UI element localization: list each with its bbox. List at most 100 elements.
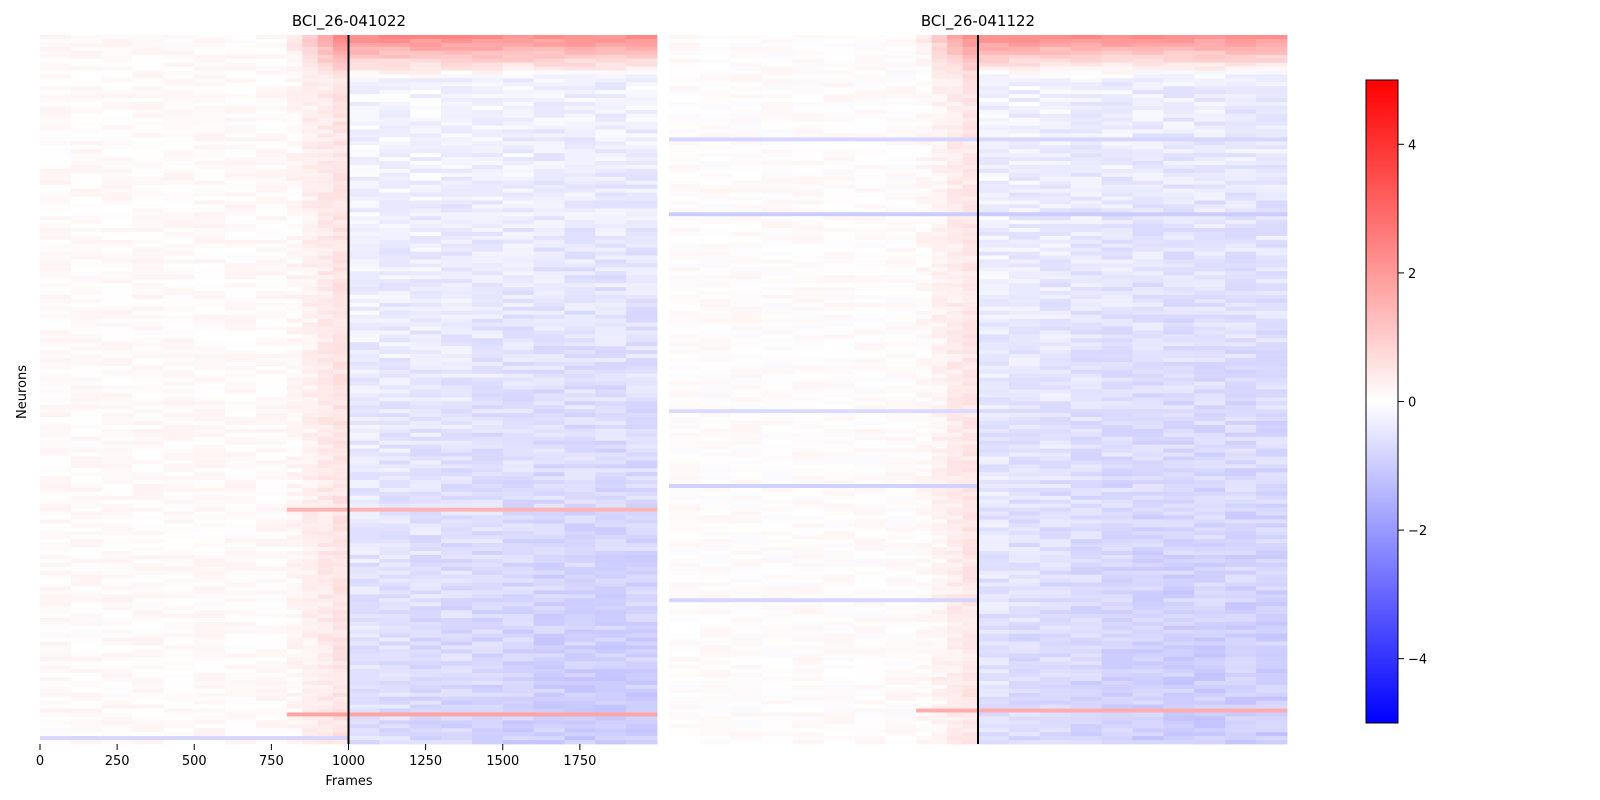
heatmap-cell [410,168,442,174]
heatmap-cell [194,574,226,579]
heatmap-cell [348,421,380,426]
heatmap-cell [441,161,473,166]
heatmap-cell [225,70,257,75]
heatmap-cell [471,389,504,394]
heatmap-cell [533,172,565,178]
heatmap-cell [823,188,855,193]
heatmap-cell [699,58,732,63]
heatmap-cell [533,354,565,359]
heatmap-cell [1070,125,1102,130]
heatmap-cell [533,421,565,426]
heatmap-cell [317,484,334,489]
heatmap-cell [101,641,133,646]
heatmap-cell [502,294,534,300]
heatmap-cell [962,109,979,115]
heatmap-cell [255,251,288,256]
heatmap-cell [255,641,288,646]
heatmap-cell [317,531,334,536]
heatmap-cell [533,283,565,288]
heatmap-cell [132,535,164,540]
heatmap-cell [286,696,303,702]
heatmap-cell [1039,125,1072,130]
heatmap-cell [225,708,257,713]
heatmap-cell [441,35,473,40]
heatmap-cell [379,389,411,394]
heatmap-cell [286,125,303,130]
heatmap-cell [1101,149,1133,154]
heatmap-cell [255,562,288,568]
heatmap-cell [626,543,658,548]
heatmap-cell [40,172,72,178]
heatmap-cell [1256,208,1288,213]
heatmap-cell [302,204,319,209]
heatmap-cell [379,212,411,217]
heatmap-cell [595,582,627,587]
heatmap-cell [132,322,164,327]
heatmap-cell [1101,35,1133,40]
heatmap-cell [410,121,442,126]
heatmap-cell [70,176,103,182]
heatmap-cell [410,54,442,60]
heatmap-cell [333,543,349,548]
heatmap-cell [595,70,627,75]
heatmap-cell [163,216,195,221]
heatmap-cell [1256,101,1288,107]
heatmap-cell [533,684,565,690]
heatmap-cell [317,70,334,75]
heatmap-cell [947,157,963,162]
heatmap-cell [70,464,103,469]
heatmap-cell [348,590,380,595]
heatmap-cell [302,736,319,741]
heatmap-cell [626,86,658,91]
heatmap-cell [854,188,886,193]
heatmap-cell [533,491,565,497]
heatmap-cell [441,259,473,264]
heatmap-cell [823,82,855,87]
heatmap-cell [1008,192,1041,197]
heatmap-cell [441,109,473,115]
heatmap-cell [132,342,164,347]
heatmap-cell [302,728,319,733]
heatmap-cell [286,164,303,170]
heatmap-cell [101,511,133,516]
heatmap-cell [101,487,133,493]
heatmap-cell [70,271,103,276]
heatmap-cell [1194,157,1226,162]
heatmap-cell [348,535,380,540]
heatmap-cell [348,464,380,469]
heatmap-cell [286,688,303,694]
heatmap-cell [70,637,103,642]
heatmap-cell [502,192,534,197]
heatmap-cell [595,629,627,635]
heatmap-cell [626,46,658,52]
heatmap-cell [317,105,334,111]
heatmap-cell [441,495,473,501]
heatmap-cell [441,117,473,123]
heatmap-cell [471,401,504,406]
heatmap-cell [564,263,596,268]
heatmap-cell [564,271,596,276]
heatmap-cell [931,42,948,48]
heatmap-cell [854,62,886,67]
heatmap-cell [1039,121,1072,126]
heatmap-cell [502,440,534,446]
heatmap-cell [194,535,226,540]
heatmap-cell [410,58,442,63]
heatmap-cell [533,389,565,394]
heatmap-cell [441,554,473,560]
heatmap-cell [1225,113,1257,119]
heatmap-cell [302,161,319,166]
heatmap-cell [317,216,334,221]
heatmap-cell [441,291,473,296]
heatmap-cell [194,90,226,95]
heatmap-cell [823,161,855,166]
heatmap-cell [194,101,226,107]
heatmap-cell [502,275,534,280]
heatmap-cell [163,547,195,552]
heatmap-cell [761,180,793,186]
heatmap-cell [502,62,534,67]
heatmap-cell [70,129,103,134]
heatmap-cell [502,239,534,245]
heatmap-cell [286,361,303,367]
heatmap-cell [441,724,473,729]
